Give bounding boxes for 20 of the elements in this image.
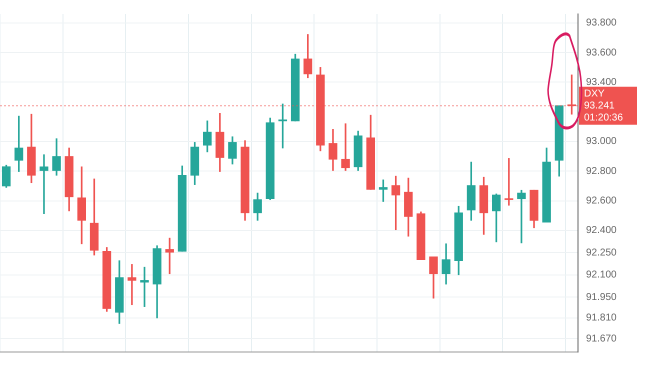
y-tick-label: 93.400 [586, 76, 618, 88]
y-tick-label: 93.600 [586, 47, 618, 58]
y-tick-label: 91.670 [586, 333, 618, 344]
candlestick [140, 266, 149, 307]
y-tick-label: 91.810 [586, 312, 618, 324]
text: 01:20:36 [584, 112, 624, 124]
candlestick [128, 264, 136, 306]
y-tick-label: 92.600 [586, 196, 618, 207]
candlestick [341, 123, 350, 171]
y-tick-label: 92.400 [586, 225, 618, 236]
text: 93.241 [584, 100, 616, 112]
y-tick-label: 91.950 [586, 292, 618, 303]
y-tick-label: 92.800 [586, 166, 618, 177]
y-tick-label: 93.800 [586, 18, 618, 29]
y-tick-label: 92.100 [586, 270, 618, 281]
ref-line-label: DXY [584, 88, 605, 100]
candlestick [40, 154, 48, 214]
candlestick [517, 190, 526, 244]
y-tick-label: 93.000 [586, 136, 618, 148]
y-tick-label: 92.250 [586, 247, 618, 258]
